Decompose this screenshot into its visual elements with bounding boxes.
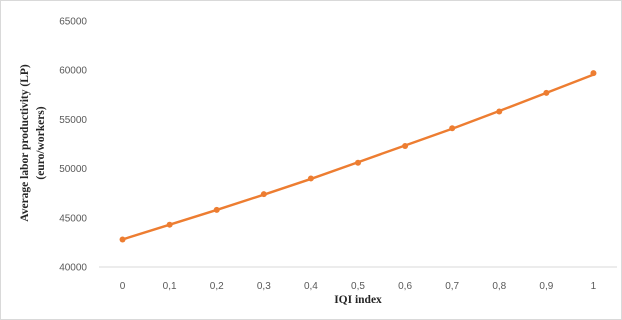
data-point [590, 70, 597, 77]
x-tick-label: 1 [591, 281, 597, 292]
x-tick-label: 0,2 [210, 281, 224, 292]
x-tick-label: 0,5 [351, 281, 365, 292]
y-axis-title-unit: (euro/workers) [35, 106, 47, 179]
series-layer [119, 70, 597, 243]
x-tick-label: 0,1 [163, 281, 177, 292]
y-tick-label: 50000 [59, 164, 87, 175]
y-tick-labels: 40000 45000 50000 55000 60000 65000 [59, 17, 87, 274]
x-tick-label: 0,4 [304, 281, 318, 292]
data-point [355, 159, 361, 166]
y-tick-label: 65000 [59, 17, 87, 28]
data-point [260, 191, 267, 198]
data-point [166, 221, 173, 228]
data-point [213, 206, 220, 213]
x-tick-label: 0,9 [539, 281, 553, 292]
data-point [496, 108, 503, 115]
y-tick-label: 45000 [59, 213, 87, 224]
x-tick-label: 0,3 [257, 281, 271, 292]
y-tick-label: 55000 [59, 115, 87, 126]
data-point [402, 142, 409, 149]
x-axis-title: IQI index [334, 294, 382, 306]
data-point [543, 89, 550, 96]
y-tick-label: 40000 [59, 263, 87, 274]
x-tick-label: 0,7 [445, 281, 459, 292]
data-point [449, 125, 456, 132]
x-tick-label: 0 [120, 281, 126, 292]
y-axis-title: Average labor productivity (LP) [19, 64, 31, 222]
data-point [307, 175, 314, 182]
x-tick-label: 0,8 [492, 281, 506, 292]
series-line [122, 73, 594, 241]
data-point [119, 236, 126, 243]
x-tick-labels: 0 0,1 0,2 0,3 0,4 0,5 0,6 0,7 0,8 0,9 1 [120, 281, 597, 292]
y-tick-label: 60000 [59, 66, 87, 77]
x-tick-label: 0,6 [398, 281, 412, 292]
